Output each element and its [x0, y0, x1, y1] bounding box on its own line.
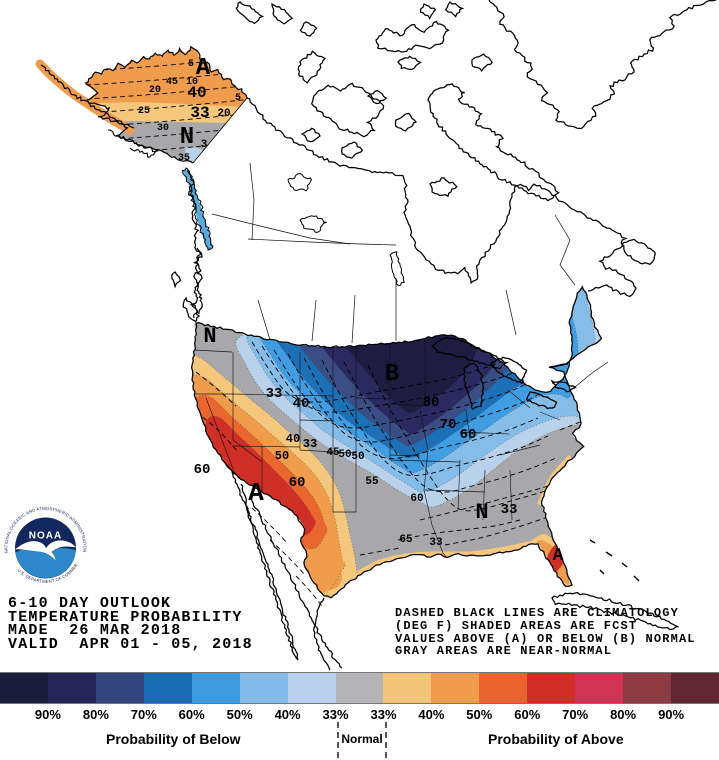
- svg-text:80: 80: [423, 395, 440, 411]
- svg-text:60: 60: [194, 462, 211, 478]
- svg-text:33: 33: [501, 502, 518, 518]
- svg-text:33: 33: [429, 537, 443, 549]
- svg-text:65: 65: [399, 534, 413, 546]
- svg-text:N: N: [180, 124, 194, 151]
- svg-text:10: 10: [186, 77, 198, 88]
- svg-text:A: A: [553, 546, 564, 566]
- svg-text:5: 5: [188, 59, 194, 70]
- svg-text:45: 45: [326, 447, 340, 459]
- svg-text:3: 3: [201, 139, 208, 151]
- svg-text:60: 60: [410, 493, 423, 505]
- svg-text:20: 20: [217, 108, 230, 120]
- svg-text:50: 50: [338, 449, 351, 461]
- svg-text:45: 45: [166, 77, 178, 88]
- svg-text:50: 50: [275, 449, 289, 463]
- svg-text:33: 33: [266, 386, 283, 402]
- svg-text:60: 60: [460, 427, 477, 443]
- svg-text:25: 25: [138, 106, 150, 117]
- svg-text:35: 35: [178, 153, 190, 164]
- svg-text:50: 50: [351, 451, 364, 463]
- svg-text:33: 33: [303, 437, 317, 451]
- svg-text:A: A: [196, 55, 211, 82]
- svg-text:5: 5: [235, 93, 241, 104]
- svg-text:NOAA: NOAA: [29, 531, 62, 542]
- svg-text:33: 33: [190, 104, 209, 122]
- svg-text:40: 40: [187, 84, 206, 102]
- svg-text:30: 30: [157, 123, 169, 134]
- svg-text:55: 55: [365, 476, 379, 488]
- svg-text:60: 60: [289, 475, 306, 491]
- svg-text:40: 40: [286, 432, 300, 446]
- svg-text:40: 40: [293, 396, 310, 412]
- svg-text:N: N: [475, 500, 488, 525]
- svg-text:N: N: [203, 324, 216, 349]
- svg-text:20: 20: [149, 85, 161, 96]
- svg-text:70: 70: [440, 417, 457, 433]
- svg-text:B: B: [385, 361, 399, 388]
- svg-text:A: A: [248, 478, 264, 508]
